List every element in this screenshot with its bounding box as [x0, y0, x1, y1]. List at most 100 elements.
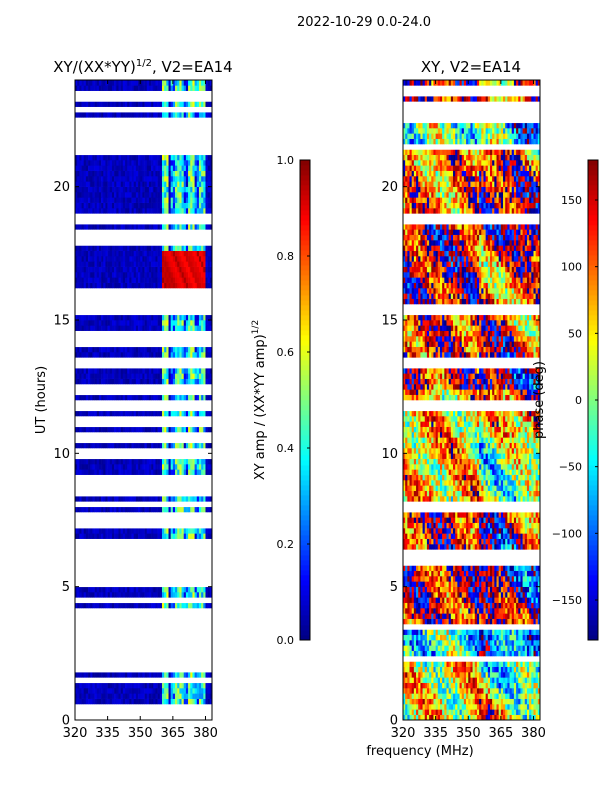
left-heatmap-cell — [153, 256, 156, 262]
left-heatmap-cell — [170, 378, 174, 385]
right-heatmap-cell — [479, 629, 482, 635]
left-heatmap-cell — [131, 586, 135, 593]
left-heatmap-cell — [107, 160, 111, 166]
right-heatmap-cell — [526, 698, 530, 705]
right-heatmap-cell — [524, 586, 528, 593]
left-heatmap-cell — [129, 80, 132, 86]
right-heatmap-cell — [498, 634, 502, 641]
left-heatmap-cell — [196, 698, 200, 705]
right-heatmap-cell — [455, 581, 458, 587]
left-heatmap-cell — [148, 112, 152, 118]
left-heatmap-cell — [114, 325, 117, 331]
left-heatmap-cell — [209, 314, 213, 321]
left-heatmap-cell — [85, 154, 89, 161]
left-heatmap-cell — [151, 442, 154, 449]
left-heatmap-cell — [170, 85, 174, 91]
right-heatmap-cell — [470, 613, 473, 619]
left-heatmap-cell — [172, 250, 176, 257]
left-heatmap-cell — [183, 496, 187, 502]
right-heatmap-cell — [470, 709, 473, 715]
right-heatmap-cell — [503, 650, 506, 657]
left-heatmap-cell — [85, 698, 89, 705]
left-heatmap-cell — [90, 192, 93, 198]
right-heatmap-cell — [422, 640, 426, 646]
right-heatmap-cell — [461, 698, 465, 705]
left-heatmap-cell — [118, 325, 121, 331]
left-heatmap-cell — [109, 192, 113, 198]
left-heatmap-cell — [131, 528, 135, 534]
left-heatmap-cell — [185, 176, 189, 182]
left-heatmap-cell — [90, 378, 93, 385]
left-heatmap-cell — [138, 506, 141, 513]
right-heatmap-cell — [409, 581, 412, 587]
left-heatmap-cell — [157, 442, 161, 449]
right-heatmap-cell — [424, 666, 428, 673]
left-heatmap-cell — [207, 224, 211, 230]
left-heatmap-cell — [131, 165, 135, 171]
left-heatmap-cell — [179, 112, 182, 118]
left-y-tick-label: 5 — [62, 580, 70, 595]
left-heatmap-cell — [159, 378, 163, 385]
right-heatmap-cell — [424, 586, 428, 593]
left-heatmap-cell — [175, 506, 178, 513]
right-heatmap-cell — [466, 672, 469, 678]
left-heatmap-cell — [120, 181, 124, 187]
left-heatmap-cell — [109, 282, 113, 289]
left-heatmap-cell — [118, 373, 121, 379]
right-heatmap-cell — [520, 693, 523, 699]
left-heatmap-cell — [83, 85, 87, 91]
left-heatmap-cell — [183, 352, 187, 358]
left-heatmap-cell — [122, 325, 126, 331]
left-heatmap-cell — [140, 693, 143, 699]
left-colorbar-tick-label: 0.6 — [277, 346, 295, 359]
right-heatmap-cell — [524, 608, 528, 614]
right-heatmap-cell — [468, 677, 471, 683]
left-heatmap-cell — [88, 693, 91, 699]
left-heatmap-cell — [75, 80, 78, 86]
left-heatmap-cell — [135, 154, 139, 161]
left-heatmap-cell — [109, 368, 113, 374]
left-heatmap-cell — [179, 586, 182, 593]
right-heatmap-cell — [479, 634, 482, 641]
left-heatmap-cell — [170, 165, 174, 171]
right-heatmap-cell — [409, 682, 412, 689]
left-heatmap-cell — [114, 197, 117, 203]
right-heatmap-cell — [420, 634, 423, 641]
left-heatmap-cell — [190, 682, 193, 689]
left-heatmap-cell — [157, 202, 161, 209]
left-heatmap-cell — [81, 170, 84, 177]
left-heatmap-cell — [116, 165, 119, 171]
left-heatmap-cell — [157, 261, 161, 267]
left-heatmap-cell — [105, 101, 108, 107]
left-heatmap-cell — [90, 682, 93, 689]
left-heatmap-cell — [81, 261, 84, 267]
right-heatmap-cell — [459, 645, 463, 651]
left-heatmap-cell — [127, 245, 130, 251]
right-heatmap-cell — [416, 677, 419, 683]
left-heatmap-cell — [98, 325, 102, 331]
left-heatmap-cell — [148, 154, 152, 161]
right-heatmap-cell — [500, 586, 504, 593]
left-heatmap-cell — [133, 176, 137, 182]
left-heatmap-cell — [190, 586, 193, 593]
left-heatmap-cell — [96, 592, 100, 598]
right-heatmap-cell — [448, 586, 452, 593]
left-heatmap-cell — [183, 346, 187, 353]
left-heatmap-cell — [131, 80, 135, 86]
right-heatmap-cell — [433, 704, 436, 710]
left-heatmap-cell — [92, 112, 95, 118]
right-heatmap-cell — [413, 666, 417, 673]
left-heatmap-cell — [203, 682, 206, 689]
left-heatmap-cell — [105, 368, 108, 374]
right-heatmap-cell — [463, 661, 467, 667]
left-heatmap-cell — [155, 496, 158, 502]
right-heatmap-cell — [472, 688, 476, 694]
left-heatmap-cell — [96, 528, 100, 534]
right-heatmap-cell — [492, 714, 495, 721]
right-heatmap-cell — [526, 714, 530, 721]
left-heatmap-cell — [201, 266, 204, 273]
right-heatmap-cell — [485, 629, 489, 635]
left-heatmap-cell — [111, 266, 115, 273]
left-heatmap-cell — [196, 192, 200, 198]
left-heatmap-cell — [94, 533, 98, 539]
